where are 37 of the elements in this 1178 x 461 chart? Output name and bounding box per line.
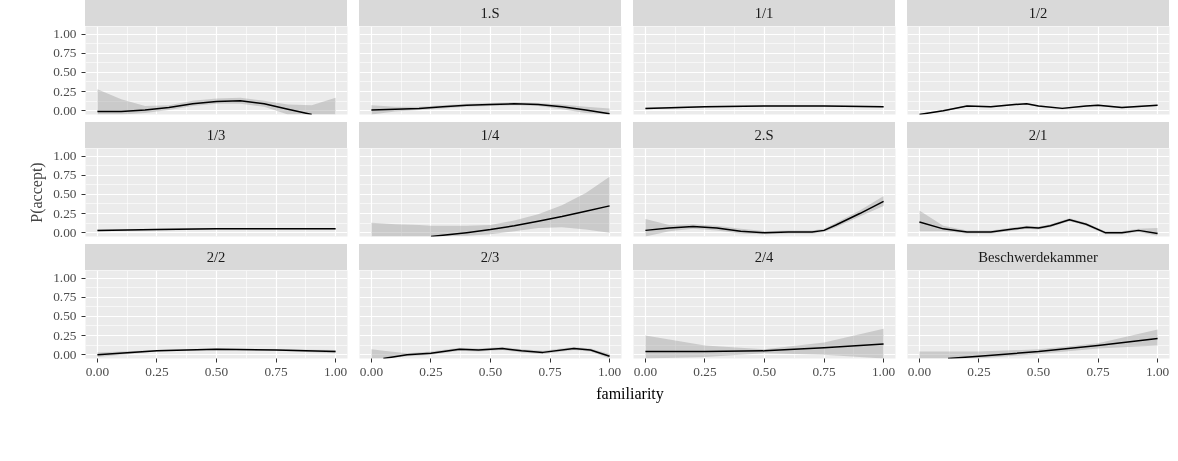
x-tick-label: 0.75	[812, 363, 837, 379]
x-tick-label: 0.25	[967, 363, 991, 379]
x-tick-label: 1.00	[323, 363, 348, 379]
x-tick-label: 0.25	[693, 363, 717, 379]
y-tick-label: 0.25	[53, 327, 77, 343]
x-tick-label: 0.50	[478, 363, 503, 379]
x-tick-label: 0.75	[538, 363, 563, 379]
y-tick-label: 0.75	[53, 289, 77, 305]
x-axis-title: familiarity	[596, 384, 664, 405]
y-tick-label: 0.25	[53, 205, 77, 221]
x-tick-label: 0.75	[1086, 363, 1111, 379]
x-tick-label: 0.50	[204, 363, 229, 379]
x-tick-label: 1.00	[871, 363, 896, 379]
y-tick-label: 0.50	[53, 308, 77, 324]
y-tick-label: 0.50	[53, 186, 77, 202]
x-tick-label: 0.50	[752, 363, 777, 379]
x-tick-label: 1.00	[597, 363, 622, 379]
x-tick-label: 0.00	[633, 363, 658, 379]
y-tick-label: 1.00	[53, 148, 77, 164]
y-tick-label: 0.00	[53, 346, 77, 362]
x-tick-label: 0.00	[359, 363, 384, 379]
x-tick-label: 0.25	[145, 363, 169, 379]
y-tick-label: 0.00	[53, 224, 77, 240]
y-tick-label: 1.00	[53, 270, 77, 286]
x-tick-label: 0.50	[1026, 363, 1051, 379]
x-tick-label: 0.25	[419, 363, 443, 379]
x-tick-label: 0.75	[264, 363, 289, 379]
y-tick-label: 0.50	[53, 64, 77, 80]
y-tick-label: 0.75	[53, 167, 77, 183]
y-tick-label: 0.75	[53, 45, 77, 61]
y-tick-label: 0.25	[53, 83, 77, 99]
y-tick-label: 1.00	[53, 26, 77, 42]
x-tick-label: 0.00	[85, 363, 110, 379]
y-axis-title: P(accept)	[28, 162, 47, 223]
x-tick-label: 1.00	[1145, 363, 1170, 379]
y-tick-label: 0.00	[53, 102, 77, 118]
x-tick-label: 0.00	[907, 363, 932, 379]
